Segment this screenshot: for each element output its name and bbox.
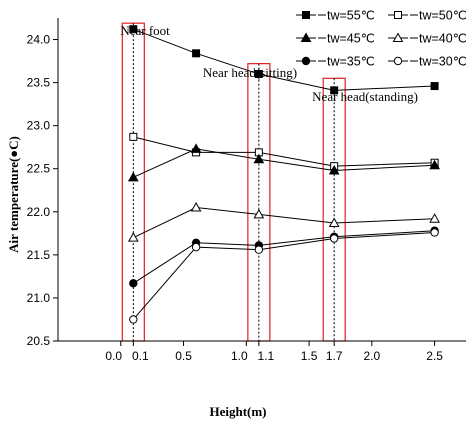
- legend-marker: [300, 32, 312, 42]
- x-axis-title: Height(m): [209, 404, 266, 419]
- series-group: [129, 226, 439, 288]
- series-line: [133, 148, 435, 178]
- legend-label: tw=35℃: [327, 55, 375, 69]
- x-tick-label: 1.7: [326, 349, 343, 363]
- x-tick-label: 1.1: [258, 349, 275, 363]
- highlight-box: [121, 22, 145, 342]
- legend-item: tw=45℃: [296, 32, 375, 46]
- data-point: [129, 315, 138, 324]
- axes: [57, 18, 466, 342]
- x-tick-label: 2.0: [364, 349, 381, 363]
- data-point: [430, 228, 439, 237]
- data-point: [253, 153, 265, 164]
- series-group: [129, 228, 439, 324]
- data-point: [254, 245, 264, 254]
- highlight-box: [322, 77, 346, 342]
- data-point: [127, 171, 139, 182]
- data-point: [430, 82, 439, 91]
- legend-marker: [392, 32, 404, 42]
- y-tick-label: 22.5: [27, 162, 51, 176]
- annotation-layer: Near foot Near head(sitting) Near head(sta…: [120, 23, 418, 104]
- legend: tw=55℃ tw=50℃ tw=45℃ tw=40℃ tw=35℃ tw=30℃: [296, 9, 467, 69]
- legend-marker: [301, 56, 311, 66]
- annotation-label: Near head(sitting): [203, 65, 297, 80]
- data-point: [328, 217, 340, 227]
- x-tick-label: 0.5: [175, 349, 192, 363]
- data-point: [329, 234, 339, 243]
- y-ticks: 20.5 21.0 21.5 22.0 22.5 23.0 23.5 24.0: [27, 33, 58, 348]
- x-ticks: 0.0 0.1 0.5 1.0 1.1 1.5 1.7 2.0 2.5: [105, 341, 443, 363]
- series-group: [127, 201, 440, 242]
- data-point: [190, 201, 202, 212]
- y-tick-label: 20.5: [27, 334, 51, 348]
- y-tick-label: 21.0: [27, 291, 51, 305]
- data-point: [127, 232, 139, 242]
- data-point: [254, 69, 263, 78]
- legend-marker: [302, 11, 310, 19]
- series-line: [132, 231, 435, 320]
- x-tick-label: 0.1: [132, 349, 149, 363]
- data-point: [253, 208, 265, 219]
- series-group: [129, 132, 439, 171]
- y-tick-label: 23.5: [27, 76, 51, 90]
- data-point: [330, 86, 339, 95]
- annotation-label: Near head(standing): [312, 89, 418, 104]
- legend-item: tw=55℃: [296, 9, 375, 23]
- data-point: [129, 25, 138, 34]
- data-point: [190, 143, 202, 153]
- legend-item: tw=50℃: [388, 9, 467, 23]
- y-tick-label: 23.0: [27, 119, 51, 133]
- y-tick-label: 24.0: [27, 33, 51, 47]
- annotation-label: Near foot: [120, 23, 170, 38]
- series-group: [127, 143, 440, 182]
- x-tick-label: 0.0: [105, 349, 122, 363]
- x-tick-label: 2.5: [426, 349, 443, 363]
- legend-marker: [394, 11, 402, 19]
- x-tick-label: 1.0: [231, 349, 248, 363]
- data-point: [429, 159, 440, 170]
- data-point: [429, 213, 440, 223]
- legend-item: tw=40℃: [388, 32, 467, 46]
- legend-item: tw=35℃: [296, 55, 375, 69]
- data-point: [328, 164, 340, 175]
- legend-marker: [393, 56, 403, 66]
- series-layer: [127, 25, 440, 324]
- y-axis-title: Air temperature(●C): [6, 136, 21, 253]
- data-point: [192, 49, 201, 58]
- series-group: [129, 25, 439, 95]
- data-point: [191, 242, 201, 252]
- data-point: [129, 279, 138, 288]
- x-tick-label: 1.5: [301, 349, 318, 363]
- series-line: [133, 136, 435, 167]
- legend-label: tw=40℃: [419, 32, 467, 46]
- data-point: [129, 132, 138, 141]
- legend-item: tw=30℃: [388, 55, 467, 69]
- series-line: [133, 230, 435, 284]
- legend-label: tw=55℃: [327, 9, 375, 23]
- legend-label: tw=45℃: [327, 32, 375, 46]
- legend-label: tw=30℃: [419, 55, 467, 69]
- y-tick-label: 21.5: [27, 248, 51, 262]
- y-tick-label: 22.0: [27, 205, 51, 219]
- legend-label: tw=50℃: [419, 9, 467, 23]
